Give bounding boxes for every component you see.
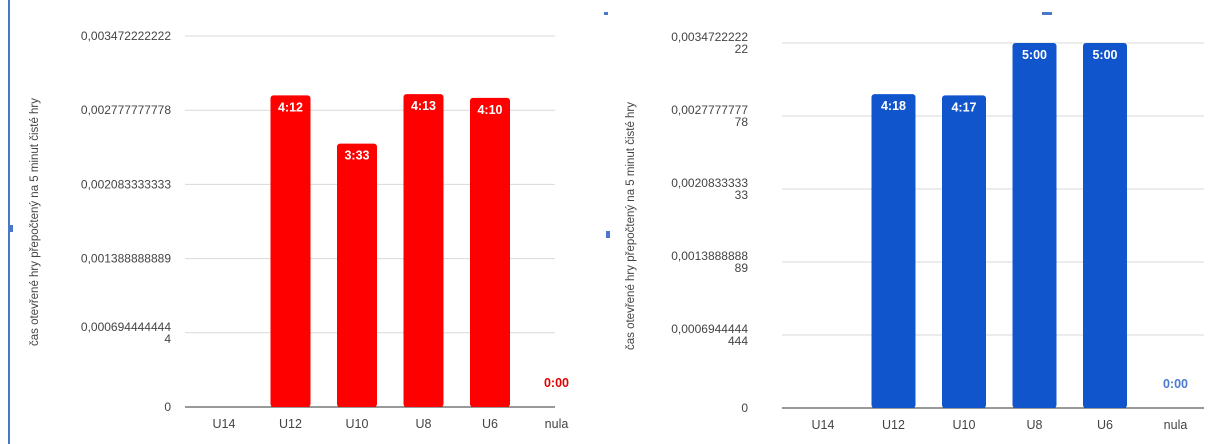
right-data-label: 5:00 (1022, 48, 1047, 62)
right-frame-top-tick (1042, 12, 1052, 15)
right-data-label-zero: 0:00 (1163, 377, 1188, 391)
right-data-label: 4:18 (881, 99, 906, 113)
right-bar-u8 (1012, 43, 1057, 408)
right-frame-top-marker (604, 12, 608, 15)
left-bar-u10 (337, 143, 377, 407)
left-y-axis-label: čas otevřené hry přepočtený na 5 minut č… (29, 98, 41, 346)
right-x-tick-label: U14 (812, 418, 835, 432)
left-x-tick-label: U12 (279, 417, 302, 431)
left-x-tick-label: nula (545, 417, 569, 431)
left-y-tick-label: 0,002777777778 (81, 103, 171, 117)
left-y-tick-label: 0,001388888889 (81, 252, 171, 266)
left-y-tick-label: 4 (164, 332, 171, 346)
right-y-tick-label: 0,0034722222 (671, 30, 748, 44)
left-bar-u12 (270, 95, 311, 408)
left-frame-marker (8, 225, 13, 232)
left-data-label: 3:33 (344, 149, 369, 163)
left-data-label: 4:10 (477, 103, 502, 117)
right-y-tick-label: 78 (735, 115, 749, 129)
right-y-tick-label: 33 (735, 188, 749, 202)
left-y-tick-label: 0 (164, 400, 171, 414)
left-x-tick-label: U6 (482, 417, 498, 431)
right-x-tick-label: U10 (953, 418, 976, 432)
right-y-tick-label: 0,0013888888 (671, 249, 748, 263)
left-frame-edge (8, 0, 10, 444)
right-x-tick-label: U12 (882, 418, 905, 432)
right-y-tick-label: 22 (735, 42, 749, 56)
right-y-tick-label: 0,0027777777 (671, 103, 748, 117)
right-bar-u6 (1083, 43, 1127, 408)
right-data-label: 5:00 (1092, 48, 1117, 62)
right-x-tick-label: U8 (1027, 418, 1043, 432)
right-data-label: 4:17 (951, 100, 976, 114)
right-y-tick-label: 0,0020833333 (671, 176, 748, 190)
right-y-tick-label: 89 (735, 261, 749, 275)
left-y-tick-label: 0,000694444444 (81, 320, 171, 334)
left-bar-u8 (403, 94, 444, 407)
chart-panel-right: 0 0,0006944444 444 0,0013888888 89 0,00208333… (604, 0, 1208, 444)
left-bar-u6 (470, 97, 510, 407)
left-data-label: 4:12 (278, 100, 303, 114)
right-frame-marker (606, 231, 610, 238)
right-x-tick-label: U6 (1097, 418, 1113, 432)
chart-panel-left: 0 0,000694444444 4 0,001388888889 0,00208333… (8, 0, 570, 444)
right-x-tick-label: nula (1164, 418, 1188, 432)
left-x-tick-label: U14 (213, 417, 236, 431)
left-data-label: 4:13 (411, 99, 436, 113)
right-bar-u10 (942, 95, 986, 409)
left-x-tick-label: U10 (346, 417, 369, 431)
right-y-tick-label: 444 (728, 334, 748, 348)
right-y-tick-label: 0,0006944444 (671, 322, 748, 336)
right-bar-u12 (871, 94, 916, 408)
left-y-tick-label: 0,003472222222 (81, 29, 171, 43)
right-y-axis-label: čas otevřené hry přepočtený na 5 minut č… (625, 102, 637, 350)
left-data-label-zero: 0:00 (544, 376, 569, 390)
right-y-tick-label: 0 (741, 401, 748, 415)
left-y-tick-label: 0,002083333333 (81, 177, 171, 191)
left-x-tick-label: U8 (416, 417, 432, 431)
